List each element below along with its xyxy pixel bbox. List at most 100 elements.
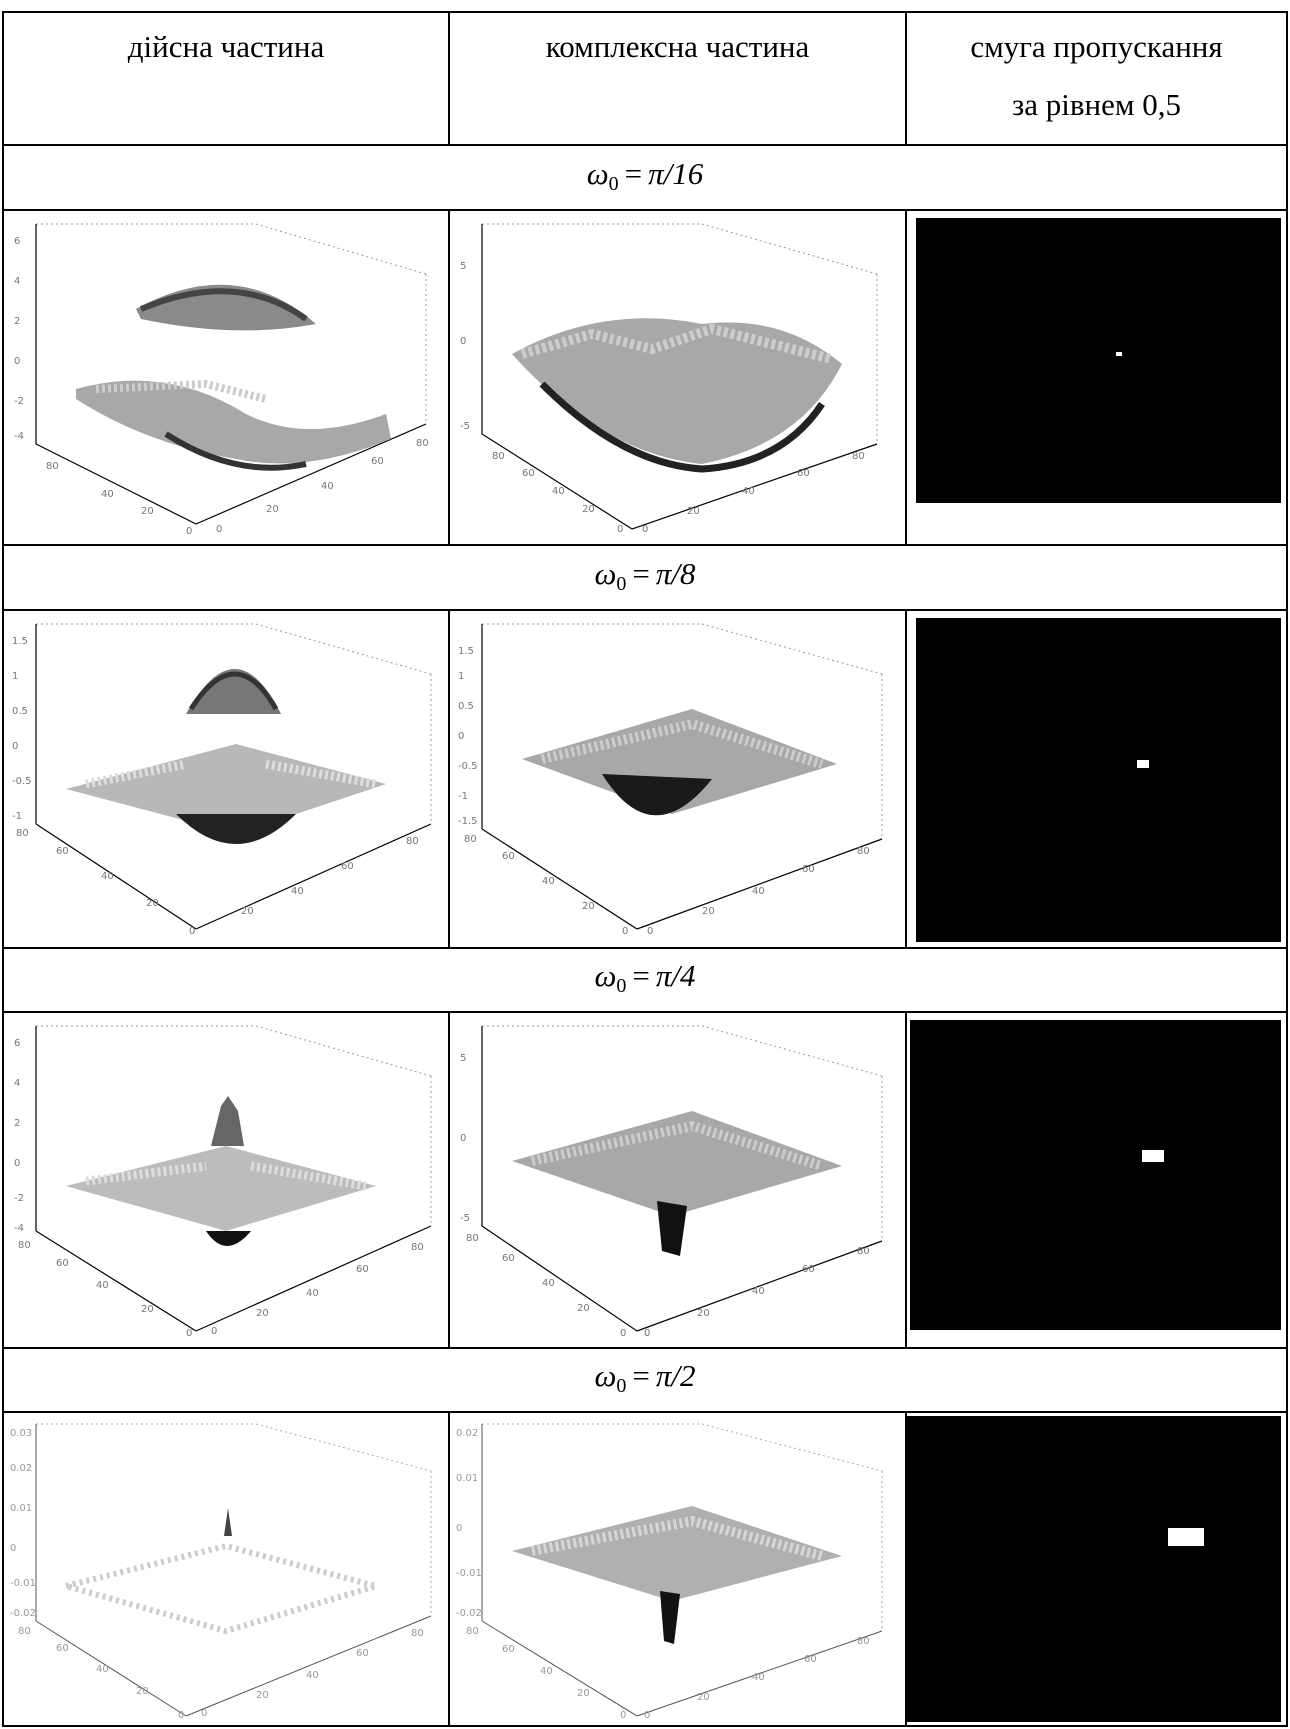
x-tick-label: 0 — [186, 1328, 192, 1339]
y-tick-label: 0 — [644, 1328, 650, 1339]
z-tick-label: 0.02 — [10, 1463, 32, 1474]
row-label-4: ω0 = π/2 — [0, 1358, 1290, 1398]
y-tick-label: 0 — [642, 524, 648, 535]
omega-subscript: 0 — [616, 573, 627, 595]
z-tick-label: 0.01 — [10, 1503, 32, 1514]
z-tick-label: -4 — [14, 431, 24, 442]
real-part-surface-plot-1: 6 4 2 0 -2 -4 80 40 20 0 0 20 40 60 80 — [14, 223, 429, 537]
x-tick-label: 40 — [101, 871, 114, 882]
x-tick-label: 60 — [522, 468, 535, 479]
y-tick-label: 20 — [702, 906, 715, 917]
z-tick-label: 0 — [10, 1543, 16, 1554]
x-tick-label: 0 — [617, 524, 623, 535]
x-tick-label: 40 — [542, 1278, 555, 1289]
z-tick-label: -0.5 — [458, 761, 478, 772]
z-tick-label: 4 — [14, 276, 20, 287]
x-tick-label: 0 — [189, 926, 195, 937]
z-tick-label: -0.5 — [12, 776, 32, 787]
y-tick-label: 60 — [797, 468, 810, 479]
x-tick-label: 60 — [502, 1253, 515, 1264]
x-tick-label: 60 — [502, 851, 515, 862]
y-tick-label: 80 — [411, 1242, 424, 1253]
y-tick-label: 0 — [216, 524, 222, 535]
passband-region — [1168, 1528, 1204, 1546]
y-tick-label: 20 — [697, 1308, 710, 1319]
x-tick-label: 80 — [492, 451, 505, 462]
y-tick-label: 40 — [752, 1672, 765, 1683]
y-tick-label: 80 — [411, 1628, 424, 1639]
y-tick-label: 80 — [852, 451, 865, 462]
x-tick-label: 80 — [18, 1240, 31, 1251]
y-tick-label: 60 — [356, 1648, 369, 1659]
z-tick-label: 6 — [14, 1038, 20, 1049]
x-tick-label: 80 — [466, 1233, 479, 1244]
z-tick-label: 6 — [14, 236, 20, 247]
z-tick-label: -0.02 — [10, 1608, 36, 1619]
y-tick-label: 80 — [857, 846, 870, 857]
omega-subscript: 0 — [608, 173, 619, 195]
equals-sign: = — [632, 958, 650, 993]
z-tick-label: 0.01 — [456, 1473, 478, 1484]
imag-part-surface-plot-1: 5 0 -5 80 60 40 20 0 0 20 40 60 80 — [460, 223, 878, 535]
z-tick-label: 0 — [14, 356, 20, 367]
x-tick-label: 80 — [464, 834, 477, 845]
x-tick-label: 40 — [96, 1664, 109, 1675]
x-tick-label: 40 — [552, 486, 565, 497]
y-tick-label: 0 — [644, 1710, 650, 1721]
y-tick-label: 40 — [321, 481, 334, 492]
x-tick-label: 40 — [96, 1280, 109, 1291]
omega-subscript: 0 — [616, 975, 627, 997]
equals-sign: = — [624, 156, 643, 191]
real-part-surface-plot-4: 0.03 0.02 0.01 0 -0.01 -0.02 80 60 40 20… — [10, 1423, 432, 1721]
z-tick-label: -0.02 — [456, 1608, 482, 1619]
z-tick-label: -0.01 — [456, 1568, 482, 1579]
imag-part-surface-plot-4: 0.02 0.01 0 -0.01 -0.02 80 60 40 20 0 0 … — [456, 1423, 883, 1721]
y-tick-label: 40 — [306, 1288, 319, 1299]
z-tick-label: -2 — [14, 396, 24, 407]
equals-sign: = — [632, 556, 650, 591]
imag-part-surface-plot-3: 5 0 -5 80 60 40 20 0 0 20 40 60 80 — [460, 1025, 883, 1339]
z-tick-label: 0.5 — [458, 701, 474, 712]
omega-value: π/4 — [655, 958, 696, 993]
x-tick-label: 0 — [622, 926, 628, 937]
passband-image-1 — [916, 218, 1281, 503]
x-tick-label: 80 — [16, 828, 29, 839]
y-tick-label: 40 — [752, 886, 765, 897]
real-part-surface-plot-3: 6 4 2 0 -2 -4 80 60 40 20 0 0 20 40 60 8… — [14, 1025, 432, 1339]
y-tick-label: 0 — [647, 926, 653, 937]
y-tick-label: 40 — [752, 1286, 765, 1297]
header-real-part: дійсна частина — [127, 29, 325, 64]
x-tick-label: 80 — [18, 1626, 31, 1637]
y-tick-label: 60 — [802, 864, 815, 875]
omega-subscript: 0 — [616, 1375, 627, 1397]
x-tick-label: 80 — [46, 461, 59, 472]
z-tick-label: -5 — [460, 421, 470, 432]
real-part-surface-plot-2: 1.5 1 0.5 0 -0.5 -1 80 60 40 20 0 20 40 … — [12, 623, 432, 937]
z-tick-label: 1.5 — [458, 646, 474, 657]
z-tick-label: 0.02 — [456, 1428, 478, 1439]
y-tick-label: 60 — [356, 1264, 369, 1275]
z-tick-label: -1 — [458, 791, 468, 802]
y-tick-label: 20 — [687, 506, 700, 517]
x-tick-label: 20 — [582, 901, 595, 912]
z-tick-label: 5 — [460, 261, 466, 272]
z-tick-label: 2 — [14, 1118, 20, 1129]
z-tick-label: 0 — [460, 336, 466, 347]
omega-symbol: ω — [594, 556, 617, 591]
passband-region — [1137, 760, 1149, 768]
y-tick-label: 80 — [416, 438, 429, 449]
y-tick-label: 20 — [266, 504, 279, 515]
x-tick-label: 0 — [186, 526, 192, 537]
z-tick-label: -2 — [14, 1193, 24, 1204]
z-tick-label: -1 — [12, 811, 22, 822]
y-tick-label: 60 — [804, 1654, 817, 1665]
omega-value: π/16 — [648, 156, 704, 191]
y-tick-label: 40 — [742, 486, 755, 497]
z-tick-label: 4 — [14, 1078, 20, 1089]
x-tick-label: 20 — [582, 504, 595, 515]
z-tick-label: 0 — [460, 1133, 466, 1144]
omega-value: π/2 — [655, 1358, 696, 1393]
z-tick-label: 0 — [456, 1523, 462, 1534]
x-tick-label: 0 — [620, 1328, 626, 1339]
z-tick-label: -1.5 — [458, 816, 478, 827]
